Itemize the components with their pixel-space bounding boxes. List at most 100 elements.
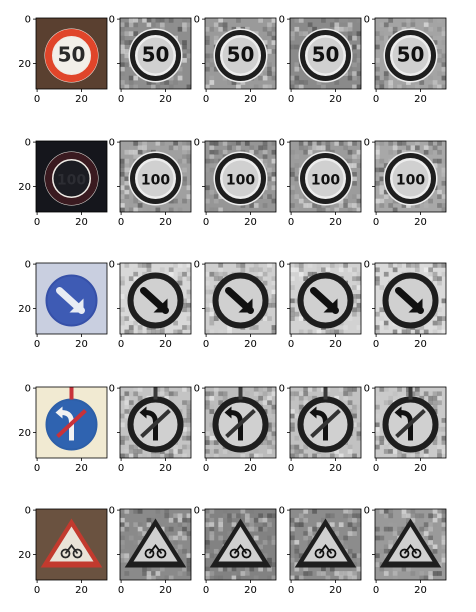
x-tick-label: 20 <box>414 339 427 350</box>
sign-label: 100 <box>396 173 425 189</box>
bicycle-wheel-icon <box>72 548 83 559</box>
y-tick-label: 0 <box>109 260 115 271</box>
panel-frame <box>374 508 447 581</box>
panel-r1-c0: 100 0 20 0 20 <box>18 138 108 228</box>
y-tick-label: 0 <box>25 15 31 26</box>
x-tick-label: 0 <box>118 463 124 474</box>
x-tick-label: 20 <box>159 339 172 350</box>
panel-frame <box>289 140 362 213</box>
panel-r1-c1: 100 0 20 0 <box>109 138 192 228</box>
x-tick-label: 0 <box>34 585 40 596</box>
y-tick-label: 0 <box>109 15 115 26</box>
y-tick-label: 0 <box>279 260 285 271</box>
panel-frame <box>35 508 108 581</box>
panel-frame <box>289 262 362 335</box>
y-tick-label: 0 <box>194 260 200 271</box>
sign-ring <box>45 152 98 205</box>
sign-label: 50 <box>142 43 170 67</box>
prohibition-bar <box>56 409 87 438</box>
panel-r4-c3: 0 20 0 <box>279 506 362 596</box>
prohibition-bar <box>310 409 341 438</box>
panel-r3-c1: 0 20 0 <box>109 384 192 474</box>
sign-ring <box>300 30 351 81</box>
arrow-head <box>408 298 423 313</box>
panel-r2-c0: 0 20 0 20 <box>18 260 108 350</box>
bicycle-wheel-icon <box>60 548 71 559</box>
x-tick-label: 20 <box>329 217 342 228</box>
y-tick-label: 0 <box>364 384 370 395</box>
x-tick-label: 0 <box>118 585 124 596</box>
x-tick-label: 0 <box>118 339 124 350</box>
turn-arrow-head <box>309 406 317 419</box>
sign-face <box>137 37 174 74</box>
sign-post <box>238 387 243 400</box>
panel-r3-c3: 0 20 0 <box>279 384 362 474</box>
x-tick-label: 0 <box>373 585 379 596</box>
x-tick-label: 0 <box>203 217 209 228</box>
x-tick-label: 0 <box>203 94 209 105</box>
x-tick-label: 20 <box>159 94 172 105</box>
x-tick-label: 20 <box>329 463 342 474</box>
x-tick-label: 20 <box>414 94 427 105</box>
sign-face <box>307 160 344 197</box>
y-tick-label: 20 <box>18 550 31 561</box>
panel-frame <box>204 386 277 459</box>
panel-frame <box>35 262 108 335</box>
turn-arrow-head <box>224 406 232 419</box>
y-tick-label: 0 <box>109 138 115 149</box>
x-tick-label: 0 <box>203 339 209 350</box>
x-tick-label: 0 <box>203 463 209 474</box>
y-tick-label: 0 <box>109 506 115 517</box>
panel-frame <box>374 140 447 213</box>
x-tick-label: 20 <box>329 585 342 596</box>
bicycle-wheel-icon <box>229 548 240 559</box>
panel-frame <box>204 17 277 90</box>
bicycle-frame-icon <box>148 544 163 555</box>
panel-r3-c0: 0 20 0 20 <box>18 384 108 474</box>
panel-frame <box>374 262 447 335</box>
bicycle-frame-icon <box>233 544 248 555</box>
panel-frame <box>204 508 277 581</box>
panel-frame <box>289 386 362 459</box>
y-tick-label: 0 <box>194 15 200 26</box>
sign-ring <box>130 30 181 81</box>
x-tick-label: 0 <box>373 339 379 350</box>
panel-frame <box>119 508 192 581</box>
prohibition-bar <box>395 409 426 438</box>
sign-label: 100 <box>226 173 255 189</box>
y-tick-label: 0 <box>364 15 370 26</box>
x-tick-label: 0 <box>34 339 40 350</box>
bicycle-frame-icon <box>403 544 418 555</box>
sign-label: 50 <box>58 43 86 67</box>
y-tick-label: 20 <box>18 304 31 315</box>
y-tick-label: 0 <box>25 506 31 517</box>
sign-label: 50 <box>227 43 255 67</box>
panel-frame <box>374 17 447 90</box>
panel-r1-c3: 100 0 20 0 <box>279 138 362 228</box>
x-tick-label: 0 <box>118 94 124 105</box>
x-tick-label: 20 <box>329 94 342 105</box>
x-tick-label: 0 <box>288 585 294 596</box>
bicycle-frame-icon <box>64 544 79 555</box>
x-tick-label: 20 <box>244 217 257 228</box>
sign-ring <box>385 153 436 204</box>
x-tick-label: 20 <box>244 339 257 350</box>
x-tick-label: 20 <box>244 463 257 474</box>
bicycle-wheel-icon <box>241 548 252 559</box>
arrow-head <box>153 298 168 313</box>
sign-face <box>222 37 259 74</box>
sign-post <box>323 387 328 400</box>
turn-arrow-head <box>55 406 63 419</box>
panel-frame <box>204 140 277 213</box>
sign-ring <box>215 153 266 204</box>
y-tick-label: 0 <box>279 506 285 517</box>
sign-face <box>222 160 259 197</box>
x-tick-label: 0 <box>203 585 209 596</box>
sign-label: 50 <box>312 43 340 67</box>
sign-post <box>153 387 158 400</box>
y-tick-label: 0 <box>364 260 370 271</box>
x-tick-label: 20 <box>75 339 88 350</box>
sign-face <box>137 160 174 197</box>
panel-frame <box>289 17 362 90</box>
